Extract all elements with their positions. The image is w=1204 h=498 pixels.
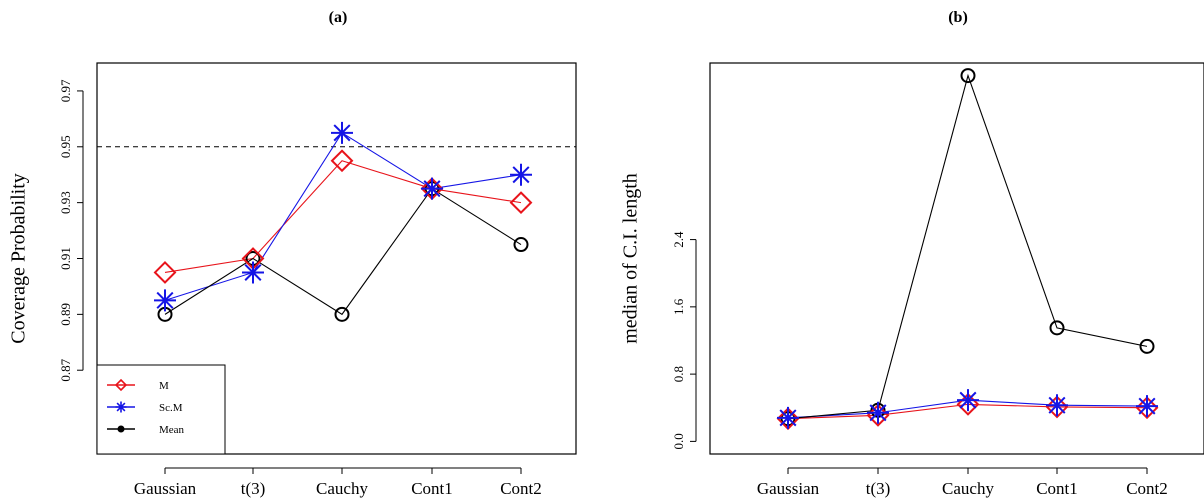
legend-label: Sc.M	[159, 402, 183, 414]
data-point-sc-m	[1046, 394, 1068, 417]
y-tick-label: 0.0	[671, 433, 686, 449]
y-tick-label: 0.8	[671, 366, 686, 382]
y-axis-label: Coverage Probability	[8, 173, 30, 344]
data-point-m	[509, 191, 533, 215]
data-point-m	[330, 149, 354, 173]
x-tick-label: Cont2	[1126, 479, 1168, 498]
y-tick-label: 0.91	[58, 247, 73, 270]
data-point-sc-m	[777, 406, 799, 429]
x-tick-label: Gaussian	[757, 479, 820, 498]
y-tick-label: 2.4	[671, 231, 686, 248]
data-point-mean	[1049, 320, 1065, 336]
series-line-mean	[787, 73, 1148, 420]
data-point-m	[1135, 396, 1159, 420]
data-point-m	[1045, 395, 1069, 419]
data-point-sc-m	[331, 121, 353, 144]
x-tick-label: Gaussian	[134, 479, 197, 498]
data-point-mean	[1139, 338, 1155, 354]
y-tick-label: 0.97	[58, 79, 73, 102]
series-line-m	[164, 160, 522, 274]
legend-marker	[117, 425, 125, 433]
y-tick-label: 0.93	[58, 191, 73, 214]
plot-frame	[96, 62, 577, 455]
y-tick-label: 1.6	[671, 298, 686, 315]
data-point-sc-m	[867, 401, 889, 424]
data-point-sc-m	[510, 163, 532, 186]
chart-title: (b)	[948, 9, 968, 26]
series-line-mean	[164, 187, 522, 316]
data-point-sc-m	[421, 177, 443, 200]
chart-panel-0: (a) 0.87 0.89 0.91 0.93 0.95 0.97 Gaussian t(3) C…	[8, 9, 577, 498]
data-point-sc-m	[957, 389, 979, 412]
data-point-sc-m	[1136, 395, 1158, 418]
legend-label: M	[159, 380, 169, 392]
legend-label: Mean	[159, 424, 185, 436]
data-point-m	[153, 261, 177, 284]
x-tick-label: Cauchy	[942, 479, 994, 498]
x-tick-label: t(3)	[241, 479, 266, 498]
y-tick-label: 0.95	[58, 135, 73, 158]
chart-title: (a)	[329, 9, 348, 26]
data-point-sc-m	[242, 261, 264, 284]
plot-frame	[709, 62, 1204, 455]
legend-marker	[114, 378, 128, 392]
x-tick-label: Cont1	[411, 479, 453, 498]
legend: M Sc.M Mean	[96, 364, 226, 455]
data-point-mean	[334, 306, 350, 322]
x-tick-label: Cauchy	[316, 479, 368, 498]
y-axis-label: median of C.I. length	[620, 173, 642, 344]
data-point-sc-m	[154, 289, 176, 312]
y-tick-label: 0.89	[58, 303, 73, 326]
legend-marker	[115, 401, 127, 413]
data-point-mean	[960, 68, 976, 84]
y-tick-label: 0.87	[58, 358, 73, 381]
series-line-sc-m	[164, 132, 522, 301]
x-tick-label: Cont2	[500, 479, 542, 498]
chart-panel-1: (b) 0.0 0.8 1.6 2.4 Gaussian t(3) Cauchy Cont1 Co…	[620, 9, 1204, 498]
x-tick-label: Cont1	[1036, 479, 1078, 498]
data-point-mean	[513, 237, 529, 253]
x-tick-label: t(3)	[866, 479, 891, 498]
